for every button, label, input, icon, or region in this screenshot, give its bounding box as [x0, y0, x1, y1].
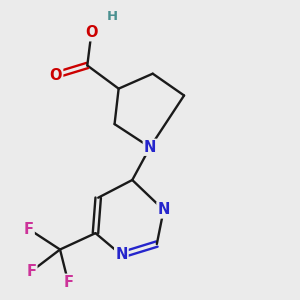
Text: N: N — [158, 202, 170, 217]
Text: F: F — [24, 222, 34, 237]
Text: N: N — [115, 248, 128, 262]
Text: O: O — [85, 25, 98, 40]
Text: O: O — [50, 68, 62, 82]
Text: N: N — [144, 140, 156, 155]
Text: F: F — [63, 275, 73, 290]
Text: H: H — [106, 10, 117, 23]
Text: F: F — [26, 264, 36, 279]
